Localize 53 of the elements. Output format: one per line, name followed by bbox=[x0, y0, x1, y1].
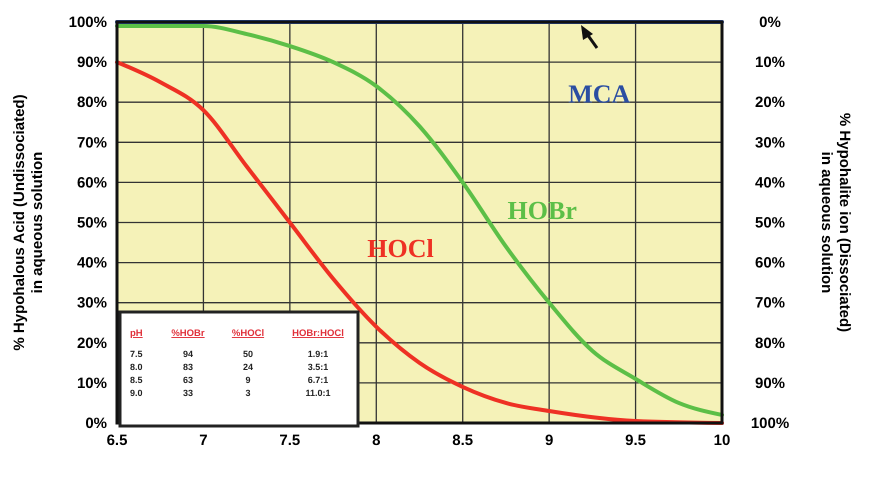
x-tick-label: 7.5 bbox=[279, 432, 300, 449]
annotation: 9.0 bbox=[130, 388, 143, 398]
annotation: 3.5:1 bbox=[308, 362, 328, 372]
x-tick-label: 9 bbox=[544, 432, 554, 449]
x-tick-label: 9.5 bbox=[625, 432, 646, 449]
annotation: %HOBr bbox=[171, 328, 205, 339]
y-tick-label: 70% bbox=[76, 134, 107, 152]
annotation: 83 bbox=[182, 362, 194, 372]
y2-tick-label: 50% bbox=[754, 214, 786, 232]
x-tick-label: 10 bbox=[714, 432, 730, 449]
x-tick-label: 7 bbox=[199, 432, 208, 449]
annotation: 7.5 bbox=[130, 349, 143, 359]
y-tick-label: 100% bbox=[68, 14, 107, 31]
y2-tick-label: 40% bbox=[754, 174, 786, 192]
y2-tick-label: 0% bbox=[759, 14, 781, 31]
y-tick-label: 20% bbox=[76, 334, 107, 352]
y-tick-label: 60% bbox=[76, 174, 107, 192]
annotation: 6.7:1 bbox=[308, 375, 328, 385]
y-tick-label: 90% bbox=[76, 54, 107, 72]
annotation: 50 bbox=[242, 349, 254, 359]
annotation: HOBr:HOCl bbox=[292, 328, 344, 339]
x-tick-label: 6.5 bbox=[106, 432, 128, 449]
y2-tick-label: 20% bbox=[754, 94, 786, 112]
annotation: 63 bbox=[182, 375, 194, 385]
y2-tick-label: 100% bbox=[750, 415, 790, 432]
y-tick-label: 50% bbox=[76, 214, 107, 232]
annotation: %HOCl bbox=[232, 328, 264, 339]
y-tick-label: 40% bbox=[76, 254, 107, 272]
annotation: 8.5 bbox=[130, 375, 143, 385]
y2-axis-title: % Hypohalite ion (Dissociated) in aqueous solution bbox=[818, 112, 853, 332]
y2-tick-label: 30% bbox=[754, 134, 786, 152]
y2-tick-label: 80% bbox=[754, 334, 786, 352]
annotation: 9 bbox=[245, 375, 251, 385]
annotation: 94 bbox=[182, 349, 194, 359]
annotation: 11.0:1 bbox=[305, 388, 331, 398]
x-tick-label: 8.5 bbox=[452, 432, 474, 449]
x-tick-label: 8 bbox=[372, 432, 380, 449]
text: MCA bbox=[568, 80, 631, 109]
y-tick-label: 30% bbox=[76, 294, 107, 312]
y2-tick-label: 70% bbox=[754, 294, 786, 312]
y-tick-label: 80% bbox=[76, 94, 107, 112]
annotation: 3 bbox=[245, 388, 251, 398]
annotation: 8.0 bbox=[130, 362, 143, 372]
y2-tick-label: 10% bbox=[754, 54, 786, 72]
annotation: 33 bbox=[182, 388, 194, 398]
annotation: 24 bbox=[242, 362, 254, 372]
y2-tick-label: 60% bbox=[754, 254, 786, 272]
y-axis-title: % Hypohalous Acid (Undissociated) in aqueous solution bbox=[11, 94, 46, 351]
annotation: 1.9:1 bbox=[308, 349, 328, 359]
annotation: pH bbox=[130, 328, 143, 339]
y-tick-label: 0% bbox=[85, 415, 107, 432]
y-tick-label: 10% bbox=[76, 374, 107, 392]
y2-tick-label: 90% bbox=[754, 374, 786, 392]
